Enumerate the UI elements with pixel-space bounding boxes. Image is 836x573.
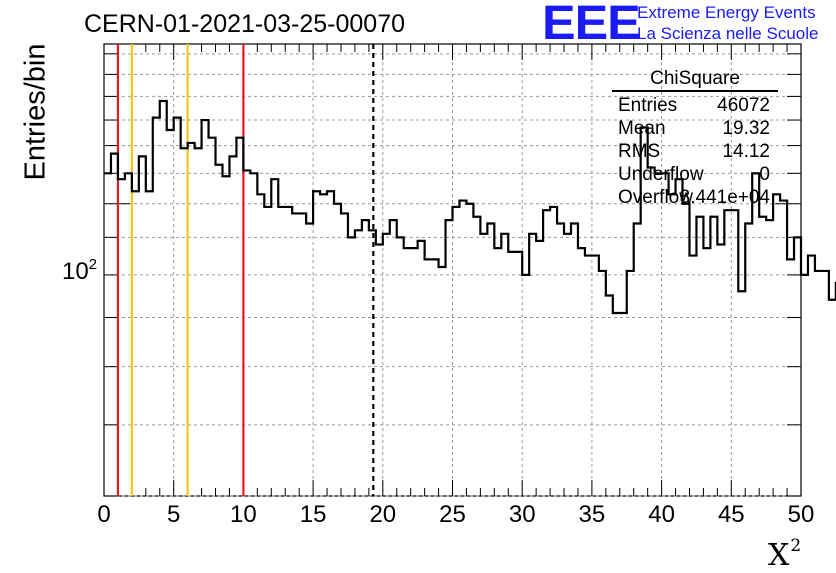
stats-value: 0 (759, 164, 770, 185)
x-tick-label: 40 (648, 501, 675, 528)
stats-key: Underflow (618, 164, 704, 185)
x-tick-label: 10 (230, 501, 257, 528)
x-tick-label: 45 (718, 501, 745, 528)
stats-row-mean: Mean 19.32 (612, 117, 778, 140)
stats-value: 3.441e+04 (679, 187, 770, 208)
stats-key: RMS (618, 141, 661, 162)
y-tick-base: 10 (62, 258, 89, 285)
x-tick-labels: 0 5 10 15 20 25 30 35 40 45 50 (97, 501, 814, 528)
eee-logo: EEE (542, 0, 641, 50)
y-axis-label: Entries/bin (19, 43, 52, 181)
marker-lines (116, 44, 375, 496)
x-axis-symbol: X (768, 538, 790, 573)
stats-key: Mean (618, 118, 666, 139)
stats-row-rms: RMS 14.12 (612, 140, 778, 163)
x-tick-label: 5 (167, 501, 180, 528)
x-tick-label: 50 (788, 501, 815, 528)
stats-value: 46072 (717, 95, 770, 116)
stats-box-name: ChiSquare (612, 68, 778, 92)
x-tick-label: 25 (439, 501, 466, 528)
stats-row-overflow: Overflow 3.441e+04 (612, 186, 778, 209)
logo-line-1: Extreme Energy Events (637, 3, 816, 22)
chart-title: CERN-01-2021-03-25-00070 (84, 10, 406, 38)
stats-value: 14.12 (722, 141, 770, 162)
x-tick-label: 35 (579, 501, 606, 528)
x-axis-label: X2 (768, 536, 801, 573)
stats-row-underflow: Underflow 0 (612, 163, 778, 186)
x-tick-label: 15 (300, 501, 327, 528)
x-tick-label: 20 (369, 501, 396, 528)
stats-row-entries: Entries 46072 (612, 94, 778, 117)
histogram-outline (104, 99, 836, 315)
stats-box: ChiSquare Entries 46072 Mean 19.32 RMS 1… (612, 68, 778, 209)
y-tick-label: 102 (62, 256, 97, 286)
x-tick-label: 0 (97, 501, 110, 528)
x-axis-exponent: 2 (790, 536, 802, 556)
x-tick-label: 30 (509, 501, 536, 528)
stats-value: 19.32 (722, 118, 770, 139)
y-tick-exponent: 2 (88, 256, 98, 273)
stats-key: Overflow (618, 187, 693, 208)
stats-key: Entries (618, 95, 678, 116)
logo-line-2: La Scienza nelle Scuole (637, 24, 819, 43)
